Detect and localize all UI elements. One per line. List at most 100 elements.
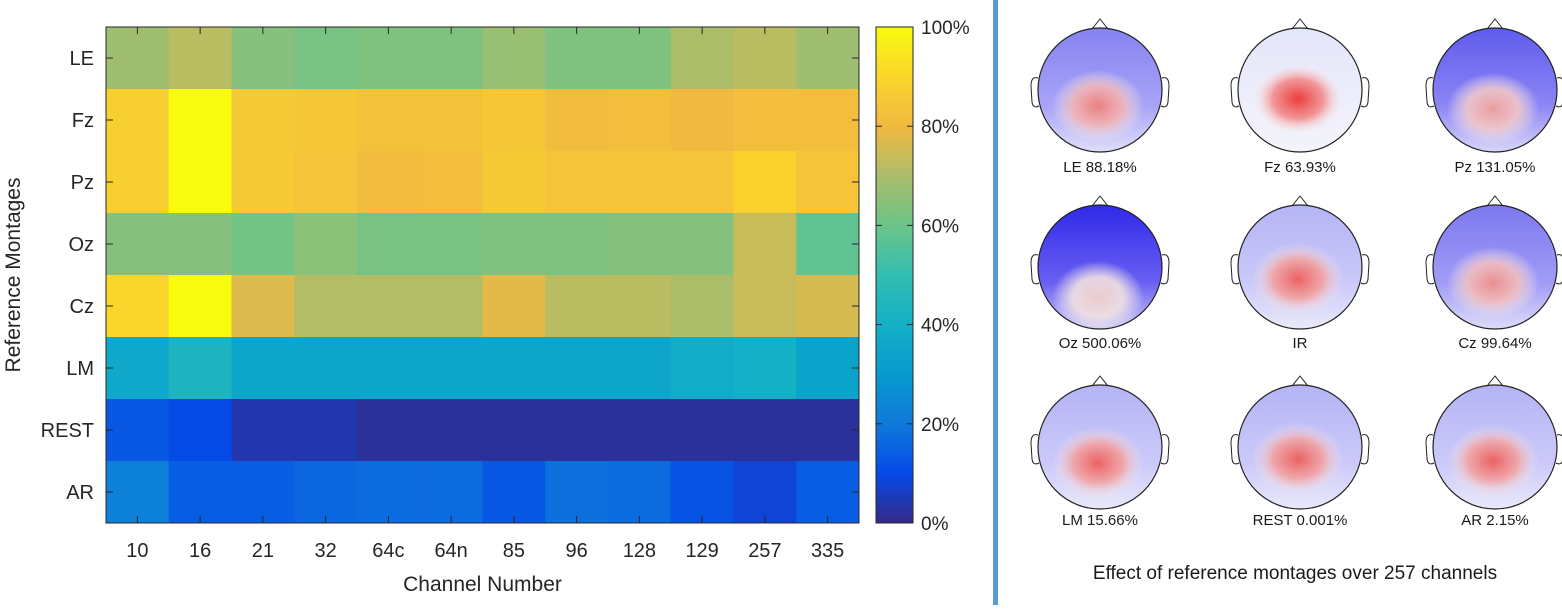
topomap-label: Pz 131.05% [1454, 159, 1536, 176]
nose-icon [1091, 18, 1109, 30]
heatmap-cell [545, 213, 609, 276]
heatmap-cell [231, 89, 295, 152]
colorbar-ticks: 0% 20% 40% 60% 80% 100% [876, 18, 970, 535]
topomap-label: AR 2.15% [1461, 512, 1529, 529]
colorbar-tick-label: 100% [921, 18, 970, 39]
head-outline [1237, 27, 1363, 153]
colorbar-tick-label: 60% [921, 216, 959, 237]
y-tick-label: LM [66, 358, 94, 380]
y-tick-label: Fz [72, 110, 94, 132]
ear-icon [1555, 434, 1562, 465]
heatmap-cell [357, 399, 421, 462]
heatmap-cell [545, 89, 609, 152]
heatmap-cell [608, 275, 672, 338]
topomap-label: Cz 99.64% [1458, 335, 1532, 352]
ear-icon [1555, 77, 1562, 108]
heatmap-cell [231, 337, 295, 400]
ear-icon [1160, 434, 1170, 465]
heatmap-cell [106, 151, 170, 214]
heatmap-cell [106, 399, 170, 462]
heatmap-cell [168, 461, 232, 524]
y-tick-label: AR [66, 482, 94, 504]
topomap-label: LM 15.66% [1062, 512, 1138, 529]
heatmap-cell [419, 275, 483, 338]
x-tick-label: 96 [566, 540, 588, 562]
nose-icon [1091, 375, 1109, 387]
heatmap-cell [608, 461, 672, 524]
heatmap-cell [357, 151, 421, 214]
heatmap-cell [231, 275, 295, 338]
heatmap-cell [545, 399, 609, 462]
heatmap-cell [294, 89, 358, 152]
nose-icon [1291, 18, 1309, 30]
heatmap-cell [419, 27, 483, 90]
heatmap-cell [733, 461, 797, 524]
heatmap-cell [106, 337, 170, 400]
heatmap-cell [168, 399, 232, 462]
x-tick-label: 335 [811, 540, 844, 562]
colorbar [875, 26, 914, 524]
x-tick-label: 32 [315, 540, 337, 562]
y-tick-label: LE [70, 48, 94, 70]
topomap-head [1030, 375, 1170, 510]
topomap-label: LE 88.18% [1063, 159, 1137, 176]
nose-icon [1291, 195, 1309, 207]
heatmap-chart: LE Fz Pz Oz Cz LM REST AR 10 16 21 32 64c 64n 85 96 128… [2, 18, 970, 596]
heatmap-cell [796, 27, 860, 90]
heatmap-cell [357, 89, 421, 152]
heatmap-cell [294, 337, 358, 400]
heatmap-cell [796, 213, 860, 276]
x-tick-label: 85 [503, 540, 525, 562]
x-tick-label: 16 [189, 540, 211, 562]
heatmap-cell [106, 89, 170, 152]
heatmap-cell [608, 27, 672, 90]
heatmap-cell [545, 275, 609, 338]
activation-blob [1447, 247, 1539, 319]
heatmap-cell [482, 151, 546, 214]
nose-icon [1091, 195, 1109, 207]
heatmap-cell [733, 275, 797, 338]
y-tick-label: Oz [68, 234, 94, 256]
heatmap-cell [796, 337, 860, 400]
heatmap-cells [106, 27, 860, 524]
heatmap-cell [670, 151, 734, 214]
activation-blob [1252, 243, 1344, 315]
panel-divider [993, 0, 998, 605]
heatmap-cell [670, 461, 734, 524]
heatmap-cell [482, 89, 546, 152]
heatmap-cell [545, 27, 609, 90]
activation-blob [1252, 423, 1344, 495]
y-tick-label: Cz [70, 296, 94, 318]
heatmap-cell [796, 151, 860, 214]
activation-blob [1052, 427, 1144, 499]
heatmap-cell [168, 27, 232, 90]
colorbar-tick-label: 80% [921, 117, 959, 138]
heatmap-cell [482, 461, 546, 524]
heatmap-cell [733, 337, 797, 400]
heatmap-cell [796, 399, 860, 462]
topomap-panel: LE 88.18% Fz 63.93% Pz 131.05% Oz 500.06% IR… [1000, 0, 1562, 609]
x-tick-label: 257 [748, 540, 781, 562]
heatmap-cell [106, 275, 170, 338]
heatmap-cell [545, 151, 609, 214]
ear-icon [1030, 434, 1040, 465]
heatmap-cell [168, 275, 232, 338]
x-tick-label: 129 [685, 540, 718, 562]
heatmap-cell [168, 89, 232, 152]
x-tick-label: 64c [372, 540, 404, 562]
y-tick-labels: LE Fz Pz Oz Cz LM REST AR [41, 48, 94, 504]
nose-icon [1486, 375, 1504, 387]
heatmap-cell [733, 151, 797, 214]
head-outline [1432, 27, 1558, 153]
heatmap-cell [482, 399, 546, 462]
heatmap-cell [733, 27, 797, 90]
heatmap-cell [357, 275, 421, 338]
topomap-head [1230, 375, 1370, 510]
heatmap-cell [733, 89, 797, 152]
nose-icon [1291, 375, 1309, 387]
heatmap-cell [545, 337, 609, 400]
topomap-label: IR [1292, 335, 1308, 352]
topomap-head [1030, 18, 1170, 153]
heatmap-cell [106, 461, 170, 524]
heatmap-cell [482, 275, 546, 338]
